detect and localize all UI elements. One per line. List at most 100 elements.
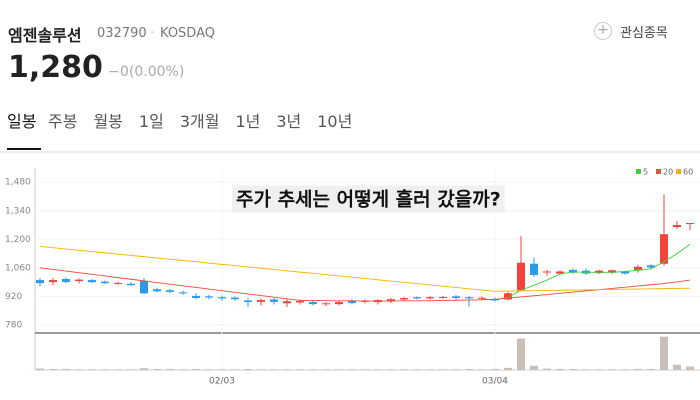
candle-body [530,263,538,275]
watch-icon[interactable]: + [594,22,612,40]
y-tick-label: 1,340 [5,206,31,216]
volume-bar [218,369,226,370]
candle-body [478,297,486,299]
candle-body [634,266,642,270]
candle-body [426,297,434,299]
legend-swatch [676,169,681,174]
volume-bar [517,338,525,370]
tab[interactable]: 3년 [276,112,302,131]
volume-bar [621,369,629,370]
volume-bar [62,368,70,370]
volume-bar [75,369,83,370]
candle-body [192,295,200,298]
volume-bar [270,369,278,370]
tab-bar: 일봉 주봉 월봉 1일 3개월 1년 3년 10년 [0,110,361,150]
volume-bar [556,368,564,370]
candle-body [270,299,278,302]
volume-bar [153,368,161,370]
volume-bar [309,369,317,370]
ma-line [39,267,691,302]
legend-label: 20 [663,168,673,177]
ma-line [482,244,691,300]
volume-bar [296,369,304,370]
change-mark: − [108,64,120,80]
stock-name: 엠젠솔루션 [8,26,82,45]
volume-bar [582,369,590,370]
volume-bar [205,369,213,370]
volume-bar [608,369,616,370]
volume-bar [88,369,96,370]
volume-bar [387,369,395,370]
candle-body [309,302,317,305]
candle-body [439,296,447,298]
volume-bar [439,369,447,370]
candle-body [504,293,512,300]
watch-button[interactable]: 관심종목 [620,26,668,41]
volume-bar [127,369,135,370]
volume-bar [348,369,356,370]
legend-label: 60 [683,168,693,177]
candle-body [283,301,291,304]
candle-body [75,279,83,282]
volume-bar [413,369,421,370]
tab[interactable]: 월봉 [93,112,123,131]
volume-bar [504,367,512,370]
tab[interactable]: 일봉 [7,110,41,150]
volume-bar [179,369,187,370]
stock-code: 032790 [97,26,147,41]
volume-bar [465,368,473,370]
candle-body [322,303,330,305]
x-tick-label: 03/04 [482,377,508,387]
tab[interactable]: 3개월 [179,112,220,131]
volume-bar [452,369,460,370]
volume-bar [647,368,655,370]
candle-body [335,302,343,305]
candle-body [556,271,564,274]
tab[interactable]: 1일 [138,112,164,131]
candle-body [153,289,161,292]
candle-body [205,296,213,298]
annotation-bg [232,185,505,213]
volume-bar [231,369,239,370]
candle-body [62,279,70,283]
candle-body [218,297,226,299]
candle-body [543,271,551,273]
volume-bar [660,336,668,370]
market: KOSDAQ [160,26,215,41]
ma-line [39,245,691,292]
tab[interactable]: 주봉 [48,112,78,131]
candle-body [49,280,57,283]
volume-bar [673,364,681,370]
candle-body [88,280,96,283]
volume-bar [49,368,57,370]
volume-bar [530,365,538,370]
candle-body [660,234,668,264]
volume-bar [257,369,265,370]
tab[interactable]: 1년 [235,112,261,131]
volume-bar [491,368,499,370]
candle-body [465,297,473,299]
candle-body [452,296,460,298]
volume-bar [543,368,551,370]
x-tick-label: 02/03 [209,377,235,387]
candle-body [400,298,408,300]
legend-swatch [636,169,641,174]
tab[interactable]: 10년 [317,112,353,131]
volume-bar [374,369,382,370]
candle-body [101,281,109,284]
volume-bar [283,369,291,370]
volume-bar [634,368,642,370]
candle-body [36,280,44,284]
candle-body [296,301,304,303]
candle-body [114,282,122,284]
volume-bar [426,369,434,370]
volume-bar [244,368,252,370]
candle-body [127,283,135,286]
candle-body [257,300,265,302]
volume-bar [361,369,369,370]
y-tick-label: 920 [5,292,22,302]
volume-bar [166,368,174,370]
volume-bar [686,366,694,370]
